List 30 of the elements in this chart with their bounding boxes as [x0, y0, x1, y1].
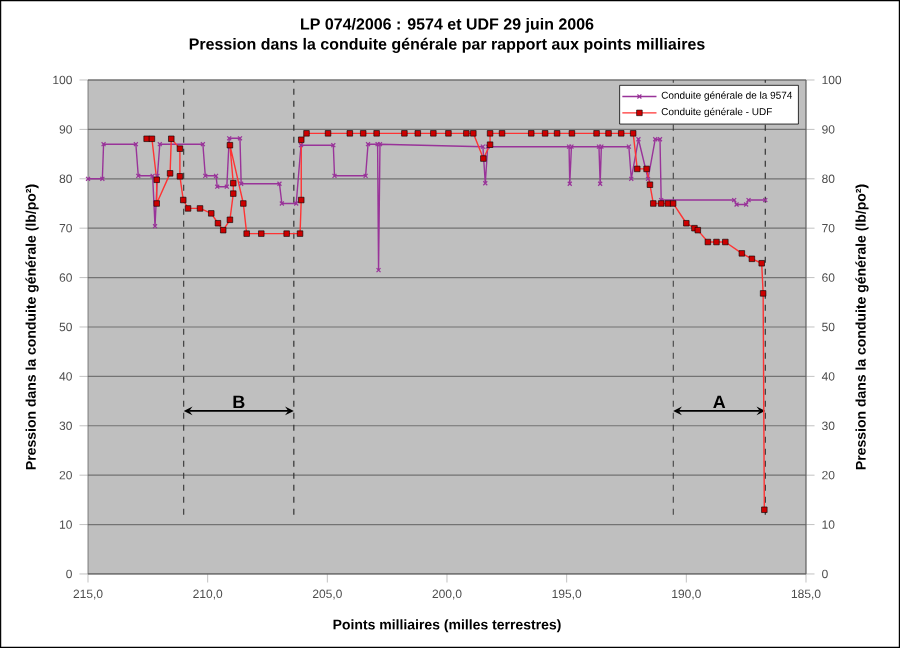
point	[100, 141, 107, 147]
point	[743, 201, 749, 208]
point	[152, 223, 158, 229]
point	[626, 144, 632, 150]
point	[224, 184, 230, 190]
point	[237, 135, 243, 141]
point	[745, 197, 752, 203]
annotation: B	[233, 395, 245, 409]
point	[657, 136, 663, 142]
point	[213, 173, 219, 179]
point	[635, 136, 642, 142]
point	[365, 141, 371, 147]
point	[293, 200, 299, 207]
point	[279, 200, 285, 207]
point	[731, 197, 737, 203]
point	[363, 173, 369, 179]
chart-title: LP 074/2006 : 9574 et UDF 29 juin 2006	[301, 17, 594, 33]
point	[645, 176, 651, 182]
point	[375, 267, 382, 273]
point	[331, 173, 338, 179]
annotation: A	[713, 395, 726, 409]
chart-subtitle: Pression dans la conduite générale par rapport aux points milliaires	[189, 37, 705, 53]
point	[99, 176, 105, 182]
point	[330, 142, 336, 148]
point	[597, 181, 603, 187]
point	[298, 142, 304, 148]
point	[238, 181, 244, 187]
point	[276, 181, 283, 187]
point	[480, 144, 486, 150]
point	[202, 173, 208, 179]
